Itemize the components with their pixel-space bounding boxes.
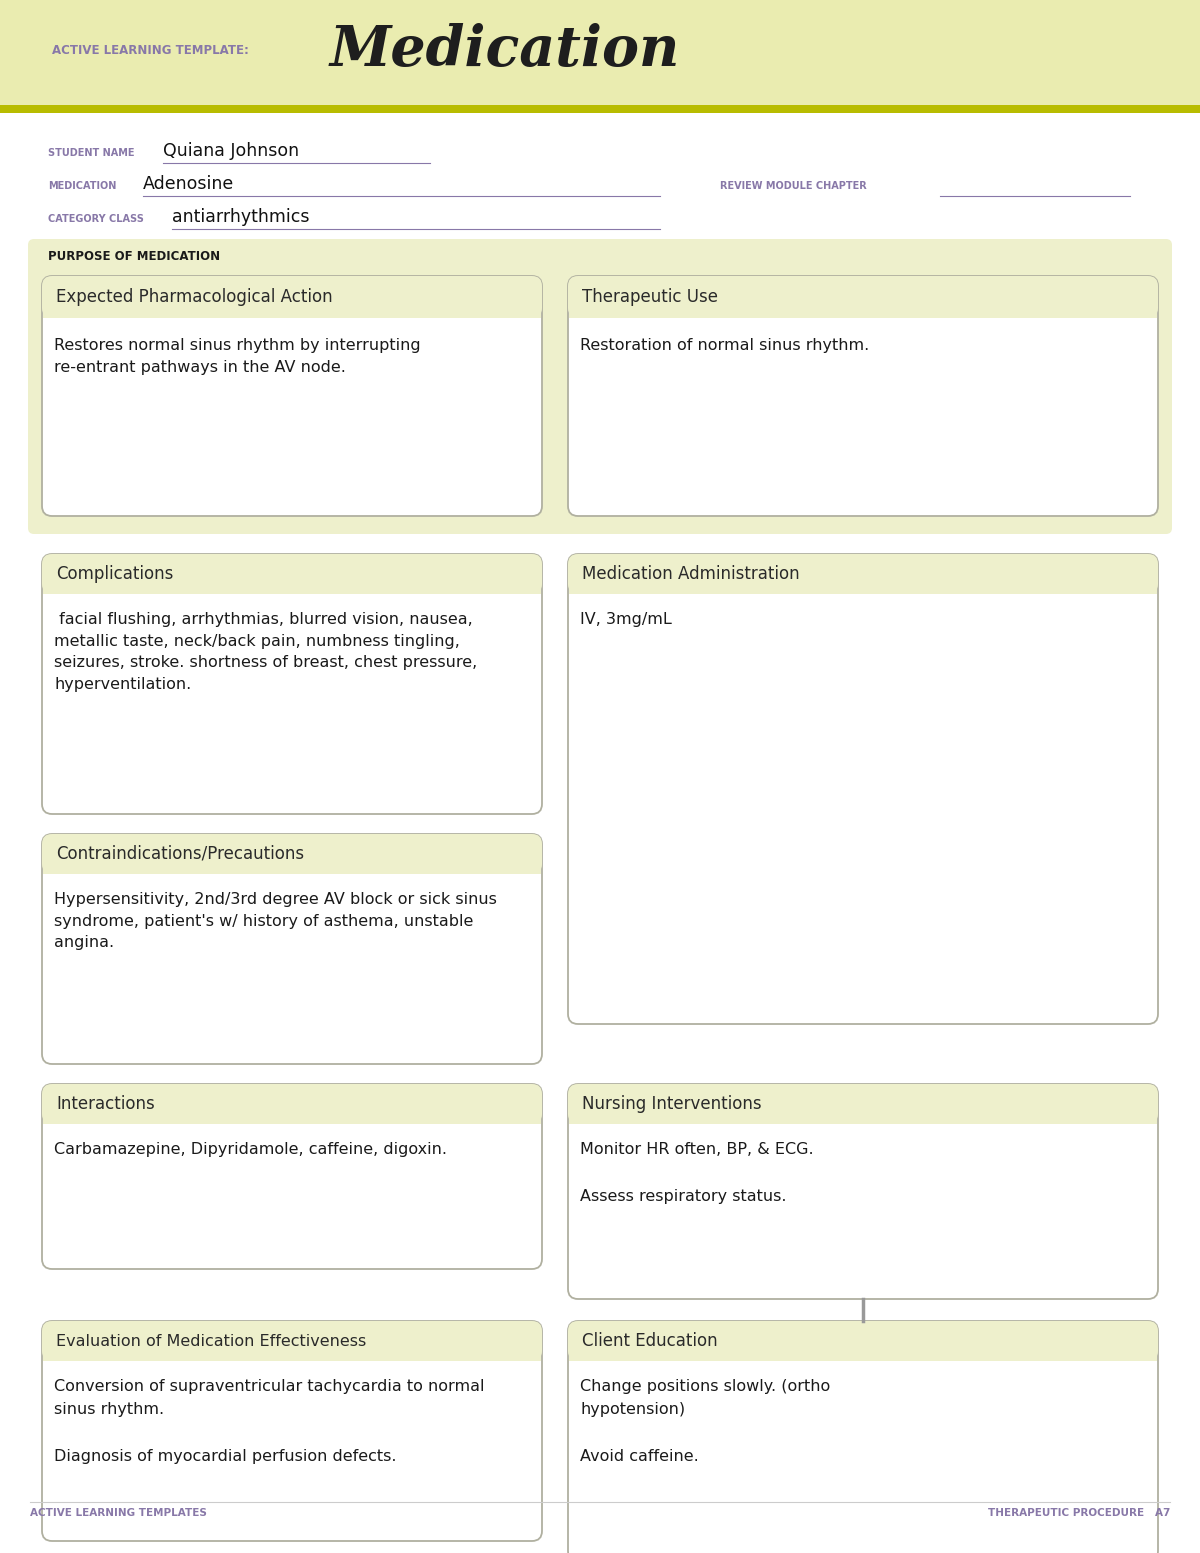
Text: Restoration of normal sinus rhythm.: Restoration of normal sinus rhythm. [580, 339, 869, 353]
Text: Monitor HR often, BP, & ECG.

Assess respiratory status.: Monitor HR often, BP, & ECG. Assess resp… [580, 1141, 814, 1204]
Bar [569, 1340, 1157, 1360]
Bar [0, 106, 1200, 113]
Text: Change positions slowly. (ortho
hypotension)

Avoid caffeine.: Change positions slowly. (ortho hypotens… [580, 1379, 830, 1464]
FancyBboxPatch shape [42, 554, 542, 593]
Text: Interactions: Interactions [56, 1095, 155, 1114]
FancyBboxPatch shape [42, 276, 542, 318]
Text: Restores normal sinus rhythm by interrupting
re-entrant pathways in the AV node.: Restores normal sinus rhythm by interrup… [54, 339, 421, 376]
FancyBboxPatch shape [568, 554, 1158, 593]
Text: Quiana Johnson: Quiana Johnson [163, 141, 299, 160]
Text: Medication Administration: Medication Administration [582, 565, 799, 582]
Text: antiarrhythmics: antiarrhythmics [172, 208, 310, 227]
Text: Carbamazepine, Dipyridamole, caffeine, digoxin.: Carbamazepine, Dipyridamole, caffeine, d… [54, 1141, 446, 1157]
Text: ACTIVE LEARNING TEMPLATE:: ACTIVE LEARNING TEMPLATE: [52, 43, 248, 57]
Text: Medication: Medication [330, 23, 680, 78]
Bar [43, 1340, 541, 1360]
Text: Hypersensitivity, 2nd/3rd degree AV block or sick sinus
syndrome, patient's w/ h: Hypersensitivity, 2nd/3rd degree AV bloc… [54, 891, 497, 950]
Text: Adenosine: Adenosine [143, 175, 234, 193]
Text: Conversion of supraventricular tachycardia to normal
sinus rhythm.

Diagnosis of: Conversion of supraventricular tachycard… [54, 1379, 485, 1464]
FancyBboxPatch shape [42, 554, 542, 814]
FancyBboxPatch shape [568, 1322, 1158, 1553]
Bar [43, 854, 541, 874]
FancyBboxPatch shape [42, 834, 542, 874]
Bar [569, 1104, 1157, 1124]
Text: IV, 3mg/mL: IV, 3mg/mL [580, 612, 672, 627]
Text: Evaluation of Medication Effectiveness: Evaluation of Medication Effectiveness [56, 1334, 366, 1348]
FancyBboxPatch shape [568, 1084, 1158, 1124]
Text: Client Education: Client Education [582, 1332, 718, 1350]
FancyBboxPatch shape [568, 276, 1158, 516]
Text: REVIEW MODULE CHAPTER: REVIEW MODULE CHAPTER [720, 182, 866, 191]
Bar [569, 297, 1157, 318]
FancyBboxPatch shape [42, 1322, 542, 1360]
FancyBboxPatch shape [42, 834, 542, 1064]
Text: MEDICATION: MEDICATION [48, 182, 116, 191]
FancyBboxPatch shape [42, 1084, 542, 1269]
FancyBboxPatch shape [568, 276, 1158, 318]
Text: Complications: Complications [56, 565, 173, 582]
Bar [43, 575, 541, 593]
Bar [569, 575, 1157, 593]
Text: facial flushing, arrhythmias, blurred vision, nausea,
metallic taste, neck/back : facial flushing, arrhythmias, blurred vi… [54, 612, 478, 691]
FancyBboxPatch shape [568, 1084, 1158, 1298]
Text: ACTIVE LEARNING TEMPLATES: ACTIVE LEARNING TEMPLATES [30, 1508, 206, 1517]
Text: Nursing Interventions: Nursing Interventions [582, 1095, 762, 1114]
FancyBboxPatch shape [568, 554, 1158, 1023]
FancyBboxPatch shape [568, 1322, 1158, 1360]
Text: Contraindications/Precautions: Contraindications/Precautions [56, 845, 304, 863]
FancyBboxPatch shape [28, 239, 1172, 534]
Bar [0, 0, 1200, 106]
FancyBboxPatch shape [42, 1084, 542, 1124]
Bar [43, 1104, 541, 1124]
Text: CATEGORY CLASS: CATEGORY CLASS [48, 214, 144, 224]
Text: THERAPEUTIC PROCEDURE   A7: THERAPEUTIC PROCEDURE A7 [988, 1508, 1170, 1517]
FancyBboxPatch shape [42, 1322, 542, 1541]
Text: PURPOSE OF MEDICATION: PURPOSE OF MEDICATION [48, 250, 220, 264]
FancyBboxPatch shape [42, 276, 542, 516]
Text: Therapeutic Use: Therapeutic Use [582, 287, 718, 306]
Bar [43, 297, 541, 318]
Text: Expected Pharmacological Action: Expected Pharmacological Action [56, 287, 332, 306]
Text: STUDENT NAME: STUDENT NAME [48, 148, 134, 158]
